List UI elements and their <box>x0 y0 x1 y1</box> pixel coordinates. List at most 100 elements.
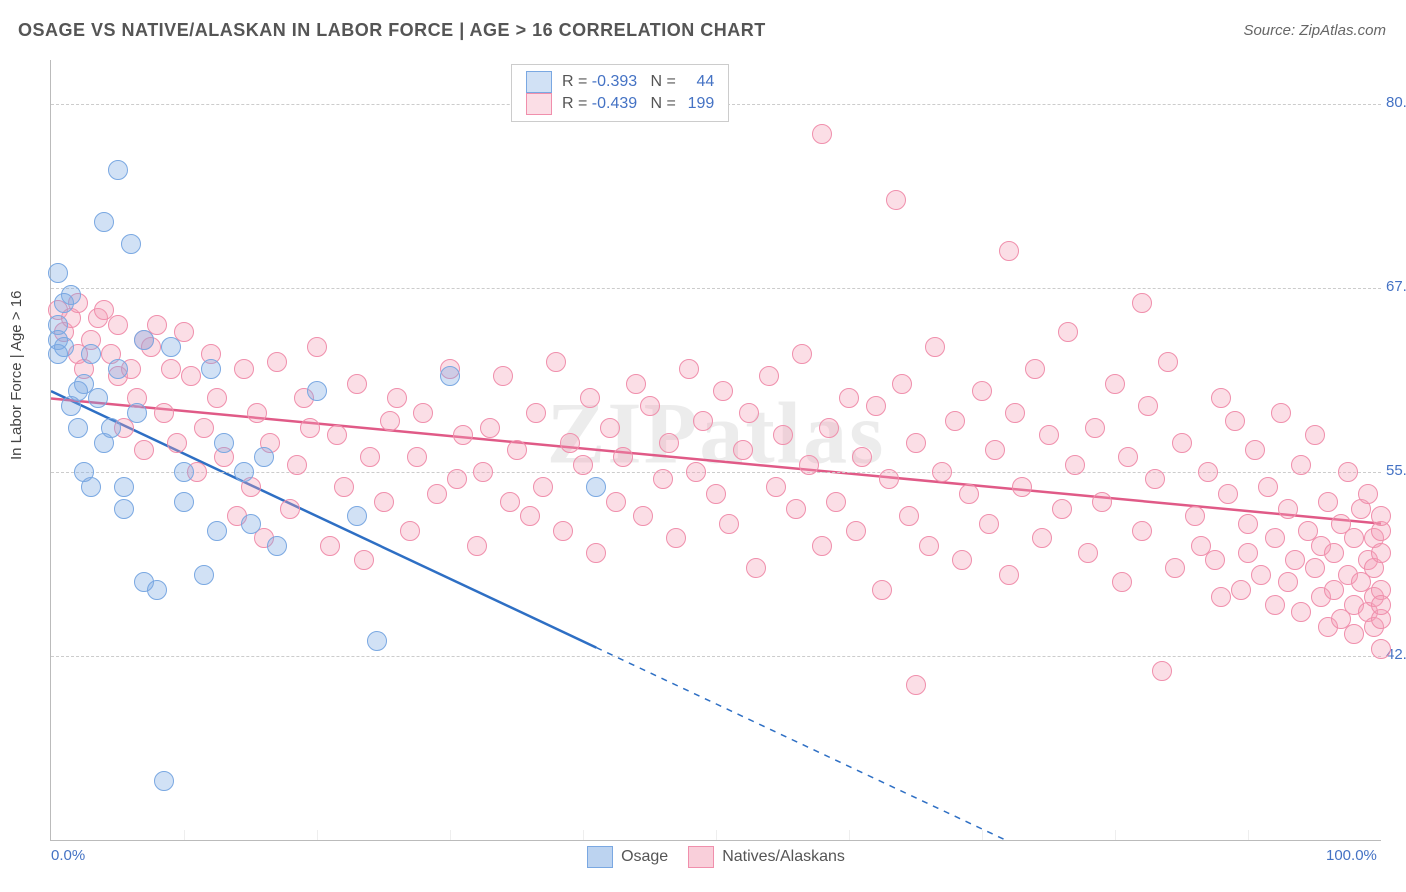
stats-text: R = -0.393 N = 44 <box>562 73 714 91</box>
scatter-point <box>872 580 892 600</box>
scatter-point <box>600 418 620 438</box>
gridline-vertical <box>583 830 584 840</box>
scatter-point <box>1371 543 1391 563</box>
scatter-point <box>1165 558 1185 578</box>
scatter-point <box>347 374 367 394</box>
scatter-point <box>1092 492 1112 512</box>
scatter-point <box>234 359 254 379</box>
gridline-horizontal <box>51 288 1381 289</box>
scatter-point <box>167 433 187 453</box>
scatter-point <box>300 418 320 438</box>
scatter-point <box>81 477 101 497</box>
scatter-point <box>1025 359 1045 379</box>
scatter-point <box>613 447 633 467</box>
scatter-point <box>1058 322 1078 342</box>
scatter-point <box>819 418 839 438</box>
scatter-point <box>553 521 573 541</box>
scatter-point <box>127 403 147 423</box>
scatter-point <box>1132 521 1152 541</box>
scatter-point <box>413 403 433 423</box>
scatter-point <box>447 469 467 489</box>
gridline-vertical <box>1115 830 1116 840</box>
scatter-point <box>1285 550 1305 570</box>
gridline-vertical <box>849 830 850 840</box>
scatter-point <box>792 344 812 364</box>
bottom-legend: OsageNatives/Alaskans <box>51 846 1381 868</box>
scatter-point <box>1324 543 1344 563</box>
scatter-point <box>713 381 733 401</box>
legend-swatch <box>526 93 552 115</box>
scatter-point <box>108 359 128 379</box>
scatter-point <box>1265 528 1285 548</box>
scatter-point <box>932 462 952 482</box>
scatter-point <box>307 381 327 401</box>
scatter-point <box>347 506 367 526</box>
scatter-point <box>1138 396 1158 416</box>
scatter-point <box>254 447 274 467</box>
legend-swatch <box>688 846 714 868</box>
scatter-point <box>267 352 287 372</box>
scatter-point <box>1358 484 1378 504</box>
scatter-point <box>1291 602 1311 622</box>
scatter-point <box>267 536 287 556</box>
scatter-point <box>1251 565 1271 585</box>
scatter-point <box>1258 477 1278 497</box>
scatter-point <box>1132 293 1152 313</box>
scatter-point <box>400 521 420 541</box>
scatter-point <box>320 536 340 556</box>
scatter-point <box>1211 388 1231 408</box>
scatter-point <box>879 469 899 489</box>
scatter-point <box>686 462 706 482</box>
scatter-point <box>307 337 327 357</box>
gridline-vertical <box>450 830 451 840</box>
gridline-vertical <box>184 830 185 840</box>
y-tick-label: 67.5% <box>1386 278 1406 295</box>
scatter-point <box>945 411 965 431</box>
scatter-point <box>533 477 553 497</box>
scatter-point <box>666 528 686 548</box>
scatter-point <box>427 484 447 504</box>
scatter-point <box>194 418 214 438</box>
scatter-point <box>1065 455 1085 475</box>
scatter-point <box>773 425 793 445</box>
scatter-point <box>327 425 347 445</box>
scatter-point <box>234 462 254 482</box>
scatter-point <box>739 403 759 423</box>
scatter-point <box>633 506 653 526</box>
scatter-point <box>906 433 926 453</box>
scatter-point <box>560 433 580 453</box>
scatter-point <box>134 330 154 350</box>
gridline-vertical <box>1248 830 1249 840</box>
scatter-point <box>1344 528 1364 548</box>
scatter-point <box>839 388 859 408</box>
scatter-point <box>174 462 194 482</box>
scatter-point <box>387 388 407 408</box>
scatter-point <box>207 521 227 541</box>
scatter-point <box>812 124 832 144</box>
scatter-point <box>1198 462 1218 482</box>
scatter-point <box>659 433 679 453</box>
scatter-point <box>573 455 593 475</box>
scatter-point <box>733 440 753 460</box>
scatter-point <box>174 492 194 512</box>
scatter-point <box>1218 484 1238 504</box>
legend-label: Natives/Alaskans <box>722 848 845 866</box>
scatter-point <box>154 771 174 791</box>
scatter-point <box>1338 462 1358 482</box>
scatter-point <box>1305 425 1325 445</box>
scatter-point <box>161 337 181 357</box>
scatter-point <box>214 433 234 453</box>
scatter-point <box>380 411 400 431</box>
scatter-point <box>886 190 906 210</box>
scatter-point <box>1032 528 1052 548</box>
scatter-point <box>866 396 886 416</box>
scatter-point <box>1231 580 1251 600</box>
scatter-point <box>826 492 846 512</box>
plot-area: ZIPatlas 42.5%55.0%67.5%80.0%0.0%100.0%R… <box>50 60 1381 841</box>
stats-text: R = -0.439 N = 199 <box>562 95 714 113</box>
scatter-point <box>852 447 872 467</box>
scatter-point <box>906 675 926 695</box>
gridline-horizontal <box>51 656 1381 657</box>
scatter-point <box>48 263 68 283</box>
scatter-point <box>746 558 766 578</box>
